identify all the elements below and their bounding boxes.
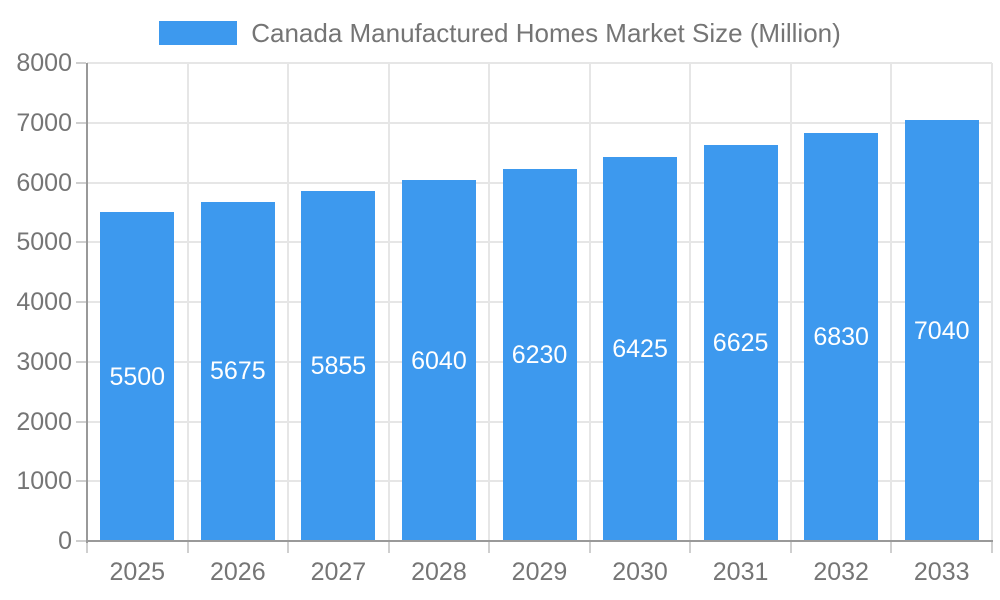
y-axis-tick (76, 420, 86, 423)
x-axis-tick (588, 542, 591, 553)
v-gridline (488, 63, 491, 541)
x-axis-label: 2030 (612, 558, 668, 586)
y-axis-label: 5000 (16, 228, 72, 257)
v-gridline (991, 63, 993, 541)
bar-value-label: 5855 (310, 352, 367, 381)
bar (100, 212, 175, 541)
v-gridline (588, 63, 591, 541)
y-axis-tick (76, 480, 86, 483)
legend-label[interactable]: Canada Manufactured Homes Market Size (M… (251, 17, 841, 48)
y-axis-label: 3000 (16, 347, 72, 376)
bar (200, 201, 275, 541)
y-axis-tick (76, 360, 86, 363)
x-axis-tick (890, 542, 893, 553)
x-axis-label: 2027 (310, 558, 367, 586)
h-gridline (87, 62, 992, 64)
bar (904, 120, 979, 541)
legend-swatch[interactable] (159, 21, 238, 45)
x-axis-tick (387, 542, 390, 553)
bar-value-label: 6830 (813, 322, 869, 351)
bar-value-label: 7040 (913, 316, 970, 345)
v-gridline (789, 63, 792, 541)
y-axis-label: 1000 (16, 467, 72, 496)
y-axis-tick (76, 181, 86, 184)
bar (502, 168, 577, 541)
v-gridline (186, 63, 189, 541)
y-axis-line (86, 63, 88, 543)
bar-value-label: 5500 (109, 362, 166, 391)
v-gridline (689, 63, 692, 541)
bar (401, 180, 476, 541)
h-gridline (87, 121, 992, 124)
y-axis-tick (76, 241, 86, 244)
bar-value-label: 5675 (210, 357, 266, 386)
y-axis-label: 4000 (16, 288, 72, 316)
x-axis-label: 2033 (913, 558, 970, 586)
x-axis-label: 2028 (411, 558, 467, 586)
x-axis-label: 2025 (109, 558, 166, 586)
x-axis-tick (689, 542, 692, 553)
x-axis-label: 2026 (210, 558, 266, 586)
y-axis-label: 2000 (16, 407, 72, 436)
v-gridline (287, 63, 290, 541)
bar (703, 145, 778, 541)
y-axis-label: 0 (58, 527, 72, 555)
y-axis-label: 7000 (16, 108, 72, 137)
bar (301, 191, 376, 541)
y-axis-tick (76, 62, 86, 64)
x-axis-tick (991, 542, 993, 553)
x-axis-label: 2029 (511, 558, 568, 586)
x-axis-tick (287, 542, 290, 553)
chart-legend: Canada Manufactured Homes Market Size (M… (0, 14, 1000, 52)
x-axis-label: 2031 (712, 558, 769, 586)
y-axis-tick (76, 540, 86, 542)
bar-value-label: 6425 (612, 335, 668, 364)
x-axis-tick (488, 542, 491, 553)
y-axis-tick (76, 301, 86, 303)
bar-value-label: 6625 (712, 329, 769, 358)
v-gridline (890, 63, 893, 541)
x-axis-line (86, 540, 993, 542)
x-axis-tick (186, 542, 189, 553)
x-axis-tick (789, 542, 792, 553)
y-axis-label: 6000 (16, 168, 72, 197)
x-axis-label: 2032 (813, 558, 869, 586)
bar (603, 157, 678, 541)
v-gridline (387, 63, 390, 541)
bar-value-label: 6230 (511, 340, 568, 369)
y-axis-tick (76, 121, 86, 124)
y-axis-label: 8000 (16, 49, 72, 77)
x-axis-tick (86, 542, 88, 553)
bar-value-label: 6040 (411, 346, 467, 375)
bar (804, 132, 879, 541)
